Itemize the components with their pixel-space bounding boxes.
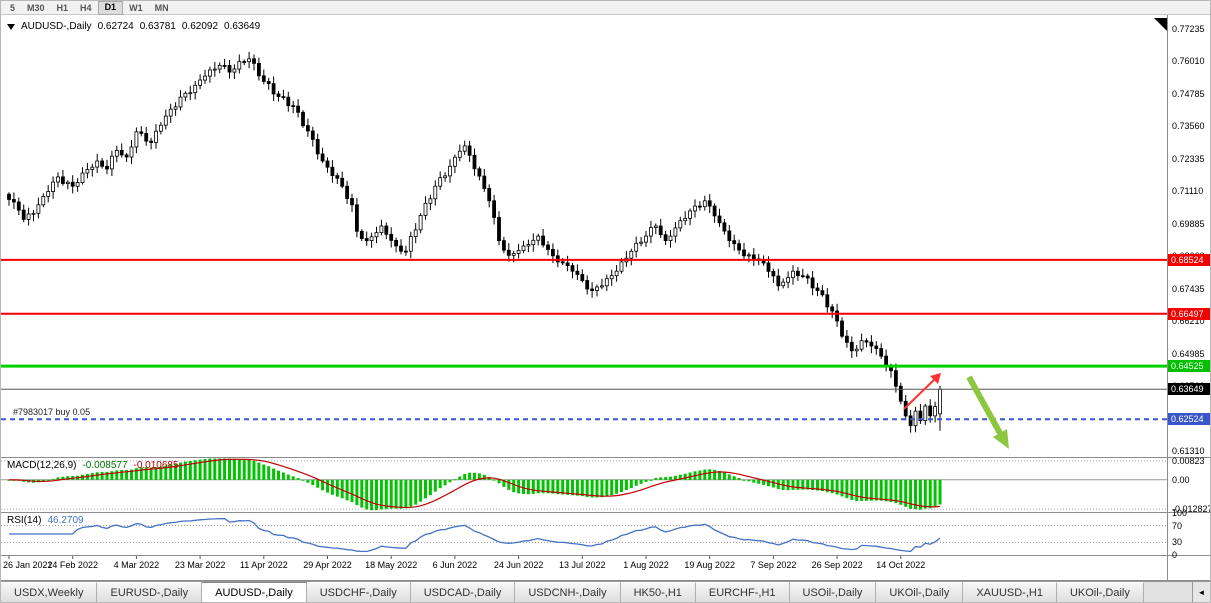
- date-axis-label: 26 Jan 2022: [3, 560, 53, 570]
- macd-label: MACD(12,26,9): [7, 460, 77, 471]
- date-axis-label: 23 Mar 2022: [174, 560, 226, 570]
- chart-symbol-label: AUDUSD-,Daily: [21, 21, 92, 32]
- timeframe-toolbar: 5 M30 H1 H4 D1 W1 MN: [1, 1, 1210, 15]
- price-axis-label: 0.64985: [1172, 348, 1205, 359]
- date-axis-label: 18 May 2022: [365, 560, 418, 570]
- price-tag-current-price-line: 0.63649: [1168, 383, 1210, 396]
- date-axis-label: 13 Jul 2022: [559, 560, 606, 570]
- price-tag-support-line-green: 0.64525: [1168, 360, 1210, 373]
- date-axis-label: 29 Apr 2022: [303, 560, 352, 570]
- tab-usoil-daily[interactable]: USOil-,Daily: [789, 582, 877, 602]
- timeframe-button-5[interactable]: 5: [10, 2, 16, 13]
- bullish-arrow-head: [930, 373, 941, 384]
- ohlc-high: 0.63781: [139, 21, 176, 32]
- timeframe-button-d1[interactable]: D1: [97, 1, 124, 15]
- timeframe-button-h4[interactable]: H4: [80, 2, 92, 13]
- timeframe-button-w1[interactable]: W1: [129, 2, 143, 13]
- date-axis-label: 7 Sep 2022: [750, 560, 797, 570]
- chart-symbol-icon: [7, 23, 15, 30]
- price-axis-label: 0.71110: [1172, 186, 1204, 197]
- price-axis-label: 0.72335: [1172, 153, 1205, 164]
- macd-axis-label: -0.012827: [1172, 504, 1211, 515]
- rsi-axis-label: 30: [1172, 537, 1183, 548]
- rsi-axis-label: 100: [1172, 508, 1188, 518]
- date-axis-label: 19 Aug 2022: [684, 560, 735, 570]
- date-axis-label: 26 Sep 2022: [811, 560, 863, 570]
- tab-usdx-weekly[interactable]: USDX,Weekly: [1, 582, 98, 602]
- rsi-axis-label: 70: [1172, 520, 1183, 531]
- left-triangle-icon: ◄: [1197, 588, 1206, 597]
- price-axis-label: 0.67435: [1172, 283, 1205, 294]
- price-axis-label: 0.77235: [1172, 23, 1205, 34]
- timeframe-button-m30[interactable]: M30: [27, 2, 45, 13]
- ohlc-open: 0.62724: [97, 21, 134, 32]
- chart-header: AUDUSD-,Daily 0.62724 0.63781 0.62092 0.…: [7, 21, 260, 32]
- price-tag-resistance-line-1: 0.68524: [1168, 253, 1210, 266]
- date-axis-label: 14 Feb 2022: [47, 560, 98, 570]
- price-tag-buy-position-line: 0.62524: [1168, 413, 1210, 426]
- bearish-arrow[interactable]: [966, 375, 1004, 437]
- price-axis-label: 0.74785: [1172, 88, 1205, 99]
- ohlc-low: 0.62092: [181, 21, 219, 32]
- tab-usdcnh-daily[interactable]: USDCNH-,Daily: [515, 582, 621, 602]
- tab-usdchf-daily[interactable]: USDCHF-,Daily: [306, 582, 411, 602]
- price-axis-label: 0.61310: [1172, 446, 1205, 457]
- date-axis-label: 1 Aug 2022: [623, 560, 669, 570]
- chart-tabs-bar: USDX,Weekly EURUSD-,Daily AUDUSD-,Daily USD…: [1, 581, 1210, 602]
- price-axis-label: 0.76010: [1172, 56, 1205, 67]
- bullish-arrow[interactable]: [903, 375, 939, 410]
- bearish-arrow-head: [993, 429, 1009, 449]
- tab-eurusd-daily[interactable]: EURUSD-,Daily: [97, 582, 203, 602]
- price-axis-label: 0.66210: [1172, 316, 1205, 327]
- rsi-label: RSI(14): [7, 515, 42, 526]
- tab-xauusd-h1[interactable]: XAUUSD-,H1: [963, 582, 1057, 602]
- price-axis-label: 0.73560: [1172, 121, 1205, 132]
- tab-usdcad-daily[interactable]: USDCAD-,Daily: [410, 582, 516, 602]
- date-axis-label: 11 Apr 2022: [239, 560, 288, 570]
- date-axis-label: 24 Jun 2022: [493, 560, 544, 570]
- chart-shift-marker[interactable]: [1154, 18, 1167, 31]
- timeframe-button-mn[interactable]: MN: [154, 2, 169, 13]
- date-axis-label: 14 Oct 2022: [876, 560, 926, 570]
- chart-plot[interactable]: [1, 1, 1211, 581]
- timeframe-button-h1[interactable]: H1: [56, 2, 69, 13]
- ohlc-close: 0.63649: [224, 21, 261, 32]
- tab-eurchf-h1[interactable]: EURCHF-,H1: [695, 582, 790, 602]
- macd-axis-label: 0.00823: [1172, 455, 1205, 466]
- rsi-header: RSI(14) 46.2709: [7, 515, 84, 526]
- macd-signal-value: -0.010685: [133, 460, 179, 471]
- tab-audusd-daily[interactable]: AUDUSD-,Daily: [202, 582, 307, 602]
- tab-ukoil-daily[interactable]: UKOil-,Daily: [876, 582, 964, 602]
- rsi-value: 46.2709: [47, 515, 84, 526]
- position-order-label: #7983017 buy 0.05: [13, 407, 91, 418]
- date-axis-label: 4 Mar 2022: [113, 560, 160, 570]
- macd-axis-label: 0.00: [1172, 474, 1190, 485]
- rsi-axis-label: 0: [1172, 550, 1178, 560]
- macd-main-value: -0.008577: [82, 460, 128, 471]
- price-tag-resistance-line-2: 0.66497: [1168, 307, 1210, 320]
- date-axis-label: 6 Jun 2022: [432, 560, 478, 570]
- price-axis-label: 0.69885: [1172, 218, 1205, 229]
- macd-header: MACD(12,26,9) -0.008577 -0.010685: [7, 460, 179, 471]
- tab-scroll-left-button[interactable]: ◄: [1192, 582, 1210, 602]
- tab-ukoil-daily[interactable]: UKOil-,Daily: [1056, 582, 1144, 602]
- tab-hk50-h1[interactable]: HK50-,H1: [620, 582, 696, 602]
